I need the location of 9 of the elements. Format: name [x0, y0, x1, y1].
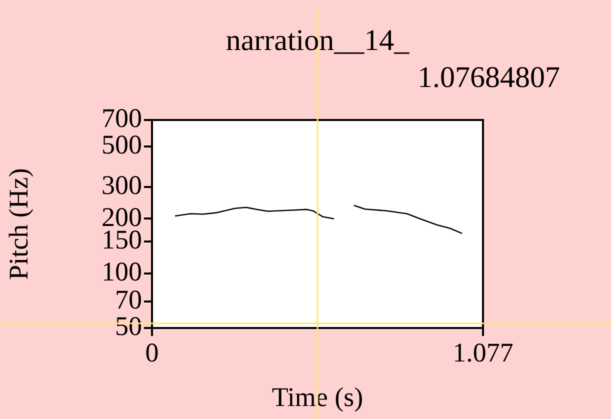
x-tick-label: 0	[145, 337, 159, 368]
x-axis-title: Time (s)	[272, 382, 364, 412]
chart-title: narration__14_	[226, 24, 410, 57]
y-axis-title: Pitch (Hz)	[3, 168, 34, 280]
chart-subtitle: 1.07684807	[418, 61, 560, 94]
x-tick-label: 1.077	[452, 337, 514, 368]
y-tick-label: 200	[102, 202, 142, 232]
y-tick-label: 300	[102, 170, 142, 200]
y-tick-label: 100	[102, 256, 142, 286]
